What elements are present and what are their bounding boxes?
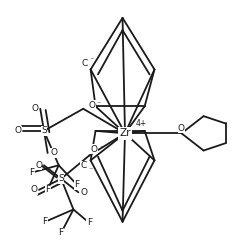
Text: F: F xyxy=(45,185,50,194)
Text: O: O xyxy=(81,188,88,197)
Text: O: O xyxy=(30,185,37,194)
Text: ⁻: ⁻ xyxy=(90,56,94,65)
Text: O: O xyxy=(50,148,57,158)
Text: Zr: Zr xyxy=(119,128,131,138)
Text: ⁻: ⁻ xyxy=(96,99,101,108)
Text: O: O xyxy=(88,101,95,110)
Text: O: O xyxy=(14,126,21,135)
Text: F: F xyxy=(29,168,34,177)
Text: 4+: 4+ xyxy=(135,119,146,128)
Text: C: C xyxy=(81,59,87,68)
Text: O: O xyxy=(35,161,42,170)
Text: S: S xyxy=(41,126,47,135)
Text: C: C xyxy=(80,161,86,170)
Text: O: O xyxy=(32,104,39,113)
Text: F: F xyxy=(58,228,64,237)
Text: F: F xyxy=(42,217,48,226)
Text: O: O xyxy=(91,145,98,154)
Text: F: F xyxy=(74,180,80,189)
Text: S: S xyxy=(58,174,64,183)
Text: ⁻: ⁻ xyxy=(100,144,104,153)
Text: ⁻: ⁻ xyxy=(88,166,93,175)
Text: O: O xyxy=(178,124,185,133)
Text: F: F xyxy=(87,219,92,227)
